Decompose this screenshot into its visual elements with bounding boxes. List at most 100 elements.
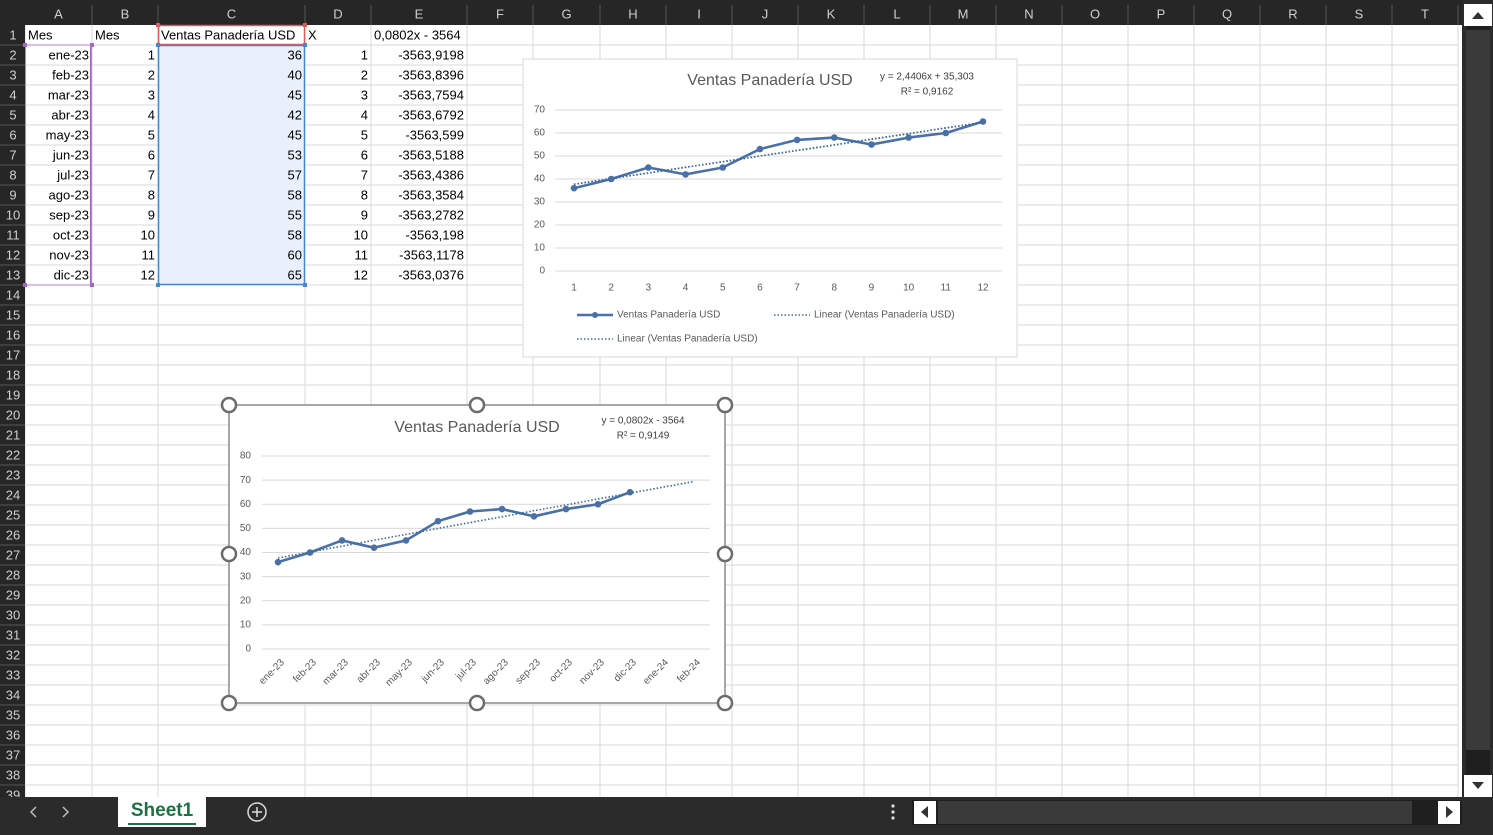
legend-marker (592, 312, 598, 318)
column-header: R (1288, 6, 1297, 21)
row-header: 3 (9, 67, 16, 82)
row-header: 33 (6, 667, 20, 682)
data-point (338, 537, 346, 544)
cell-text: -3563,5188 (398, 147, 464, 162)
prev-sheet[interactable] (29, 806, 37, 818)
data-point (370, 544, 378, 551)
row-header: 1 (9, 27, 16, 42)
x-tick-label: 2 (608, 283, 614, 294)
column-header: F (496, 6, 504, 21)
cell-text: -3563,198 (405, 227, 464, 242)
cell-text: 10 (141, 227, 155, 242)
cell-text: X (308, 27, 317, 42)
add-sheet[interactable] (247, 802, 267, 822)
chart[interactable]: Ventas Panadería USD y = 0,0802x - 3564 R²… (220, 396, 734, 712)
row-header: 22 (6, 447, 20, 462)
range-handle (23, 283, 27, 287)
header-bg (0, 0, 25, 797)
chart[interactable]: Ventas Panadería USD y = 2,4406x + 35,303… (522, 58, 1018, 358)
cell-text: 45 (288, 87, 302, 102)
row-header: 6 (9, 127, 16, 142)
cell-text: -3563,7594 (398, 87, 464, 102)
x-tick-label: 5 (720, 283, 726, 294)
options-dot (891, 816, 895, 820)
cell-text: -3563,4386 (398, 167, 464, 182)
row-header: 30 (6, 607, 20, 622)
scroll-thumb[interactable] (1466, 30, 1490, 750)
row-header: 34 (6, 687, 20, 702)
trendline-equation: R² = 0,9162 (901, 87, 954, 98)
x-tick-label: 6 (757, 283, 763, 294)
cell-text: 3 (148, 87, 155, 102)
row-header: 11 (6, 227, 20, 242)
x-tick-label: 10 (903, 283, 915, 294)
row-header: 20 (6, 407, 20, 422)
trendline (277, 480, 695, 559)
y-tick-label: 30 (240, 571, 252, 582)
row-header: 31 (6, 627, 20, 642)
row-header: 19 (6, 387, 20, 402)
row-header: 16 (6, 327, 20, 342)
range-handle (156, 43, 160, 47)
data-point (466, 508, 474, 515)
scroll-thumb[interactable] (938, 801, 1412, 824)
row-header: 8 (9, 167, 16, 182)
x-tick-label: 12 (977, 283, 989, 294)
resize-handle[interactable] (220, 694, 238, 712)
next-sheet[interactable] (62, 806, 70, 818)
cell-text: 1 (361, 47, 368, 62)
cell-text: 9 (148, 207, 155, 222)
cell-text: jun-23 (52, 147, 89, 162)
column-header: A (54, 6, 63, 21)
cell-text: 11 (142, 247, 156, 262)
data-point (793, 136, 801, 144)
range-handle (90, 43, 94, 47)
arrow-icon (1472, 12, 1484, 19)
cell-text: 55 (288, 207, 302, 222)
cell-text: -3563,1178 (399, 247, 464, 262)
row-header: 13 (6, 267, 20, 282)
series-line (573, 120, 984, 190)
data-point (626, 488, 634, 496)
resize-handle[interactable] (220, 396, 238, 414)
cell-text: abr-23 (51, 107, 89, 122)
y-tick-label: 30 (534, 197, 546, 208)
resize-handle[interactable] (220, 545, 238, 563)
y-tick-label: 50 (240, 523, 252, 534)
cell-text: 3 (361, 87, 368, 102)
data-point (594, 500, 602, 508)
column-header: E (415, 6, 424, 21)
resize-handle[interactable] (716, 396, 734, 414)
legend-label: Linear (Ventas Panadería USD) (617, 334, 758, 345)
resize-handle[interactable] (716, 545, 734, 563)
resize-handle[interactable] (716, 694, 734, 712)
cell-text: Mes (95, 27, 120, 42)
chart-title: Ventas Panadería USD (687, 72, 852, 89)
row-header: 29 (6, 587, 20, 602)
data-point (570, 184, 578, 192)
range-border (157, 44, 306, 286)
cell-text: Mes (28, 27, 53, 42)
data-point (498, 505, 506, 513)
resize-handle[interactable] (468, 396, 486, 414)
cell-text: -3563,8396 (398, 67, 464, 82)
resize-handle[interactable] (468, 694, 486, 712)
column-header: M (958, 6, 969, 21)
column-header: Q (1222, 6, 1232, 21)
header-bg (0, 0, 1462, 25)
cell-text: 57 (288, 167, 302, 182)
data-point (682, 171, 689, 178)
cell-text: 2 (361, 67, 368, 82)
range-handle (156, 283, 160, 287)
x-tick-label: 11 (941, 283, 952, 294)
cell-text: 36 (288, 47, 302, 62)
series-line (277, 490, 631, 564)
chart-title: Ventas Panadería USD (394, 419, 559, 436)
cell-text: 7 (148, 167, 155, 182)
x-tick-label: 9 (869, 283, 875, 294)
trendline (573, 121, 984, 186)
column-header: K (827, 6, 836, 21)
sheet-tab[interactable] (118, 797, 206, 827)
data-point (979, 118, 987, 125)
